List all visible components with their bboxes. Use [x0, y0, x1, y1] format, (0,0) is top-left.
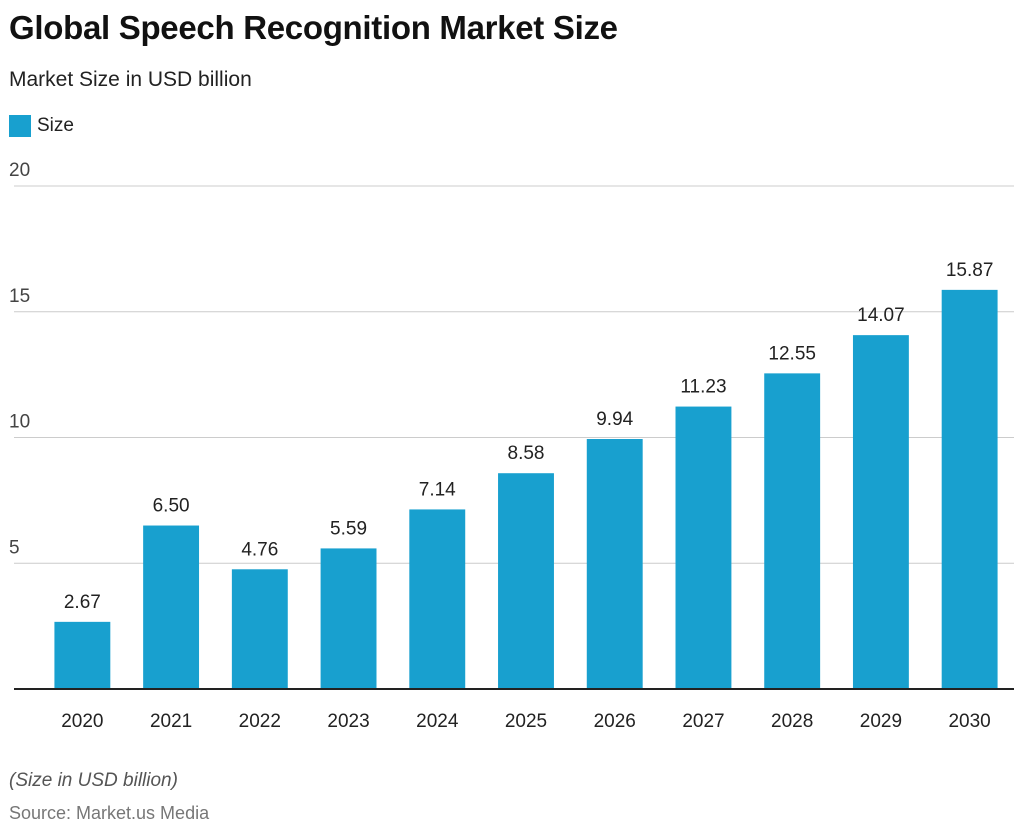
y-tick-label: 20: [9, 160, 30, 181]
bar: [852, 335, 909, 689]
bar: [143, 525, 200, 689]
bar: [498, 473, 554, 689]
bar: [675, 406, 732, 689]
bars: [54, 289, 998, 689]
x-tick-label: 2029: [860, 711, 902, 732]
data-label: 14.07: [857, 305, 905, 326]
legend-swatch: [9, 115, 31, 137]
data-labels: 2.67 6.50 4.76 5.59 7.14 8.58 9.94 11.23 12.55 14…: [64, 260, 994, 613]
chart-note: (Size in USD billion): [9, 770, 178, 791]
legend-label: Size: [37, 115, 74, 136]
x-tick-label: 2021: [150, 711, 192, 732]
x-tick-label: 2028: [771, 711, 813, 732]
x-tick-label: 2024: [416, 711, 459, 732]
data-label: 11.23: [680, 377, 726, 398]
y-tick-label: 10: [9, 412, 30, 433]
data-label: 9.94: [596, 409, 633, 430]
data-label: 5.59: [330, 518, 367, 539]
x-tick-label: 2027: [682, 711, 724, 732]
x-axis-ticks: 2020 2021 2022 2023 2024 2025 2026 2027 2028 2029…: [61, 711, 991, 732]
chart-subtitle: Market Size in USD billion: [9, 68, 252, 91]
bar: [586, 439, 643, 689]
chart-source: Source: Market.us Media: [9, 803, 210, 823]
y-tick-label: 5: [9, 537, 20, 558]
data-label: 12.55: [768, 343, 816, 364]
x-tick-label: 2026: [594, 711, 636, 732]
data-label: 8.58: [508, 443, 545, 464]
chart-title: Global Speech Recognition Market Size: [9, 9, 618, 46]
data-label: 4.76: [241, 539, 278, 560]
x-tick-label: 2025: [505, 711, 547, 732]
bar: [231, 569, 288, 689]
x-tick-label: 2023: [327, 711, 369, 732]
bar: [409, 509, 466, 689]
x-tick-label: 2020: [61, 711, 103, 732]
bar-chart: 5 10 15 20 2.67 6.50 4.76 5.59 7.14 8.58 9.94 11.2…: [9, 160, 1014, 732]
bar: [941, 289, 998, 689]
x-tick-label: 2022: [239, 711, 281, 732]
y-tick-label: 15: [9, 286, 30, 307]
data-label: 15.87: [946, 260, 994, 281]
bar: [764, 373, 821, 689]
data-label: 6.50: [153, 496, 190, 517]
legend: Size: [9, 115, 74, 137]
x-tick-label: 2030: [948, 711, 990, 732]
data-label: 7.14: [419, 479, 456, 500]
bar: [320, 548, 377, 689]
y-axis-ticks: 5 10 15 20: [9, 160, 30, 558]
bar: [54, 621, 111, 689]
data-label: 2.67: [64, 592, 101, 613]
